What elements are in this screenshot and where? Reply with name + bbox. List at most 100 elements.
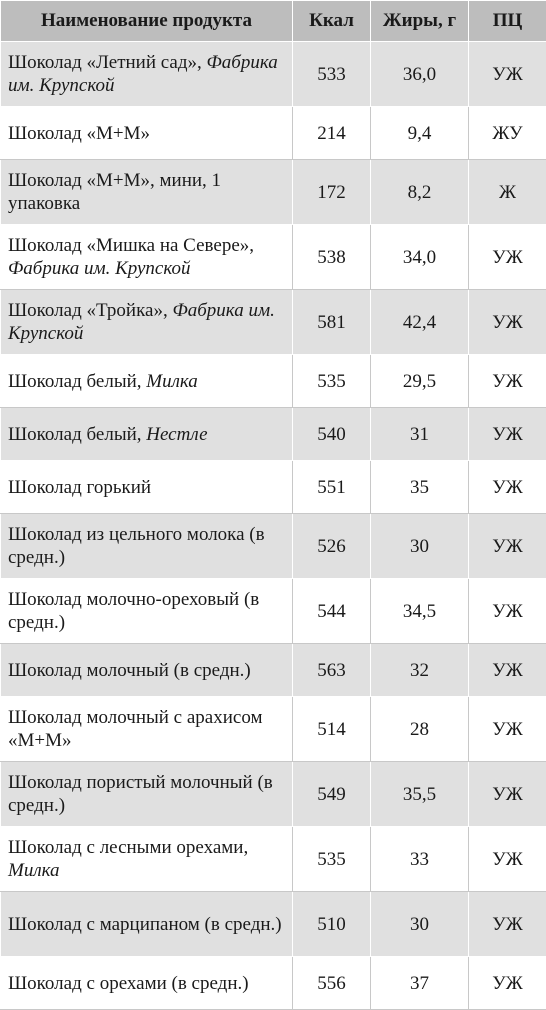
- product-name-plain: Шоколад «М+М»: [8, 123, 150, 144]
- product-name-plain: Шоколад молочный с арахисом «М+М»: [8, 707, 263, 751]
- fat-cell: 35: [371, 461, 469, 514]
- product-name: Шоколад из цельного молока (в средн.): [1, 514, 293, 579]
- fat-cell: 29,5: [371, 355, 469, 408]
- product-name-plain: Шоколад с лесными орехами,: [8, 837, 248, 858]
- kcal-cell: 514: [293, 697, 371, 762]
- product-name: Шоколад «Летний сад», Фабрика им. Крупск…: [1, 42, 293, 107]
- kcal-cell: 563: [293, 644, 371, 697]
- product-name-plain: Шоколад белый,: [8, 424, 146, 445]
- kcal-cell: 551: [293, 461, 371, 514]
- pc-cell: УЖ: [469, 697, 546, 762]
- product-name: Шоколад «М+М», мини, 1 упаковка: [1, 160, 293, 225]
- fat-cell: 42,4: [371, 290, 469, 355]
- product-name-plain: Шоколад молочно-ореховый (в средн.): [8, 589, 259, 633]
- product-name-plain: Шоколад с марципаном (в средн.): [8, 914, 282, 935]
- kcal-cell: 549: [293, 762, 371, 827]
- pc-cell: УЖ: [469, 225, 546, 290]
- table-header-row: Наименование продукта Ккал Жиры, г ПЦ: [1, 1, 546, 42]
- table-row: Шоколад «М+М» 214 9,4 ЖУ: [1, 107, 546, 160]
- kcal-cell: 538: [293, 225, 371, 290]
- pc-cell: УЖ: [469, 514, 546, 579]
- product-name-italic: Милка: [8, 860, 60, 881]
- table-row: Шоколад молочно-ореховый (в средн.) 544 …: [1, 579, 546, 644]
- product-name: Шоколад белый, Нестле: [1, 408, 293, 461]
- product-name-plain: Шоколад с орехами (в средн.): [8, 973, 249, 994]
- product-name-italic: Нестле: [146, 424, 207, 445]
- product-name-plain: Шоколад «Тройка»,: [8, 300, 172, 321]
- pc-cell: УЖ: [469, 892, 546, 957]
- fat-cell: 36,0: [371, 42, 469, 107]
- product-name-plain: Шоколад из цельного молока (в средн.): [8, 524, 265, 568]
- kcal-cell: 556: [293, 957, 371, 1010]
- product-name: Шоколад «М+М»: [1, 107, 293, 160]
- product-name: Шоколад молочно-ореховый (в средн.): [1, 579, 293, 644]
- header-fat: Жиры, г: [371, 1, 469, 42]
- fat-cell: 32: [371, 644, 469, 697]
- product-name-plain: Шоколад «Мишка на Севере»,: [8, 235, 254, 256]
- pc-cell: УЖ: [469, 957, 546, 1010]
- product-name: Шоколад молочный (в средн.): [1, 644, 293, 697]
- product-name-italic: Фабрика им. Крупской: [8, 258, 191, 279]
- table-row: Шоколад молочный с арахисом «М+М» 514 28…: [1, 697, 546, 762]
- product-name: Шоколад с марципаном (в средн.): [1, 892, 293, 957]
- pc-cell: УЖ: [469, 827, 546, 892]
- header-kcal: Ккал: [293, 1, 371, 42]
- pc-cell: Ж: [469, 160, 546, 225]
- product-name-plain: Шоколад белый,: [8, 371, 146, 392]
- product-name: Шоколад молочный с арахисом «М+М»: [1, 697, 293, 762]
- product-name: Шоколад с орехами (в средн.): [1, 957, 293, 1010]
- kcal-cell: 172: [293, 160, 371, 225]
- product-name-italic: Милка: [146, 371, 198, 392]
- kcal-cell: 510: [293, 892, 371, 957]
- kcal-cell: 535: [293, 827, 371, 892]
- product-name: Шоколад «Мишка на Севере», Фабрика им. К…: [1, 225, 293, 290]
- kcal-cell: 535: [293, 355, 371, 408]
- table-row: Шоколад белый, Нестле 540 31 УЖ: [1, 408, 546, 461]
- fat-cell: 34,0: [371, 225, 469, 290]
- product-name-plain: Шоколад горький: [8, 477, 151, 498]
- kcal-cell: 526: [293, 514, 371, 579]
- product-name: Шоколад с лесными орехами, Милка: [1, 827, 293, 892]
- table-row: Шоколад белый, Милка 535 29,5 УЖ: [1, 355, 546, 408]
- table-row: Шоколад с лесными орехами, Милка 535 33 …: [1, 827, 546, 892]
- kcal-cell: 214: [293, 107, 371, 160]
- fat-cell: 31: [371, 408, 469, 461]
- fat-cell: 30: [371, 514, 469, 579]
- fat-cell: 30: [371, 892, 469, 957]
- kcal-cell: 544: [293, 579, 371, 644]
- product-name: Шоколад «Тройка», Фабрика им. Крупской: [1, 290, 293, 355]
- pc-cell: УЖ: [469, 461, 546, 514]
- product-name: Шоколад горький: [1, 461, 293, 514]
- pc-cell: УЖ: [469, 42, 546, 107]
- pc-cell: УЖ: [469, 644, 546, 697]
- pc-cell: УЖ: [469, 579, 546, 644]
- table-row: Шоколад «Летний сад», Фабрика им. Крупск…: [1, 42, 546, 107]
- kcal-cell: 533: [293, 42, 371, 107]
- product-name-plain: Шоколад «М+М», мини, 1 упаковка: [8, 170, 221, 214]
- fat-cell: 9,4: [371, 107, 469, 160]
- header-pc: ПЦ: [469, 1, 546, 42]
- table-row: Шоколад пористый молочный (в средн.) 549…: [1, 762, 546, 827]
- product-name-plain: Шоколад пористый молочный (в средн.): [8, 772, 273, 816]
- product-name-plain: Шоколад «Летний сад»,: [8, 52, 207, 73]
- table-row: Шоколад «Тройка», Фабрика им. Крупской 5…: [1, 290, 546, 355]
- table-row: Шоколад из цельного молока (в средн.) 52…: [1, 514, 546, 579]
- fat-cell: 37: [371, 957, 469, 1010]
- table-row: Шоколад с орехами (в средн.) 556 37 УЖ: [1, 957, 546, 1010]
- pc-cell: УЖ: [469, 762, 546, 827]
- product-name: Шоколад белый, Милка: [1, 355, 293, 408]
- fat-cell: 28: [371, 697, 469, 762]
- pc-cell: УЖ: [469, 290, 546, 355]
- pc-cell: УЖ: [469, 408, 546, 461]
- table-row: Шоколад горький 551 35 УЖ: [1, 461, 546, 514]
- table-row: Шоколад «Мишка на Севере», Фабрика им. К…: [1, 225, 546, 290]
- header-name: Наименование продукта: [1, 1, 293, 42]
- table-row: Шоколад молочный (в средн.) 563 32 УЖ: [1, 644, 546, 697]
- product-name-plain: Шоколад молочный (в средн.): [8, 660, 251, 681]
- pc-cell: УЖ: [469, 355, 546, 408]
- kcal-cell: 581: [293, 290, 371, 355]
- table-row: Шоколад с марципаном (в средн.) 510 30 У…: [1, 892, 546, 957]
- pc-cell: ЖУ: [469, 107, 546, 160]
- kcal-cell: 540: [293, 408, 371, 461]
